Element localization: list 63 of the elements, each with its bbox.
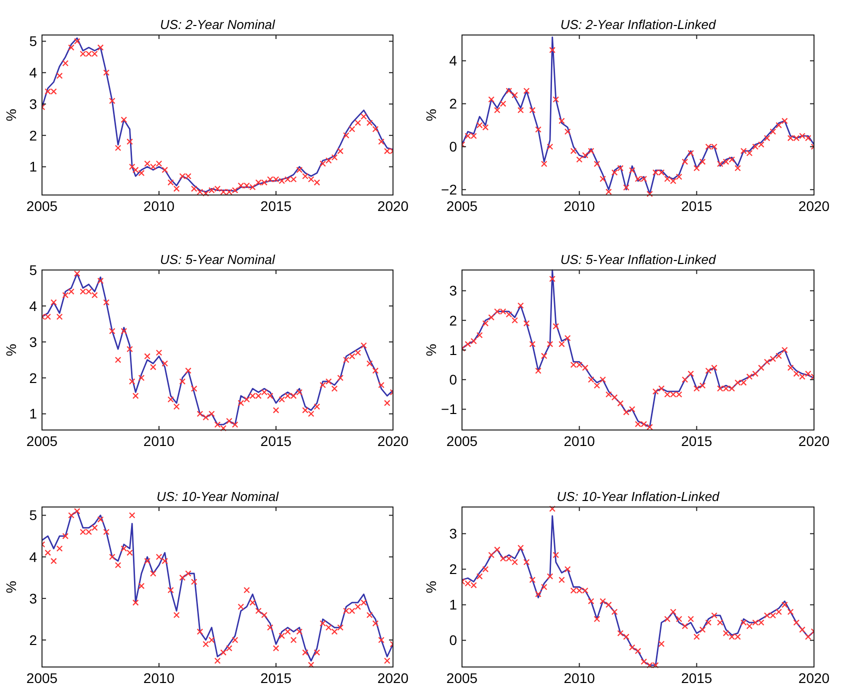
y-axis-title: % — [423, 580, 439, 594]
x-tick-label: 2010 — [564, 198, 596, 214]
chart-title: US: 2-Year Inflation-Linked — [560, 17, 716, 32]
chart-title: US: 10-Year Inflation-Linked — [556, 489, 720, 504]
x-tick-label: 2020 — [377, 433, 409, 449]
y-tick-label: 0 — [449, 138, 458, 155]
y-tick-label: 3 — [449, 282, 458, 299]
y-tick-label: 5 — [29, 507, 38, 524]
x-tick-label: 2010 — [564, 433, 596, 449]
x-tick-label: 2015 — [681, 198, 712, 214]
x-tick-label: 2005 — [446, 433, 478, 449]
y-tick-label: 0 — [449, 372, 458, 388]
x-tick-label: 2010 — [564, 670, 596, 686]
y-tick-label: −2 — [441, 182, 458, 198]
y-tick-label: 4 — [29, 64, 38, 81]
y-axis-title: % — [423, 108, 439, 122]
x-tick-label: 2015 — [681, 433, 712, 449]
x-tick-label: 2020 — [798, 433, 830, 449]
y-tick-label: 5 — [29, 33, 38, 50]
x-tick-label: 2020 — [798, 198, 830, 214]
y-tick-label: 3 — [29, 96, 38, 112]
x-tick-label: 2015 — [681, 670, 712, 686]
x-tick-label: 2005 — [26, 433, 58, 449]
x-tick-label: 2010 — [143, 433, 175, 449]
x-tick-label: 2005 — [446, 670, 478, 686]
y-axis-title: % — [423, 344, 439, 356]
y-tick-label: 2 — [449, 312, 458, 328]
y-tick-label: 1 — [29, 406, 38, 422]
chart-title: US: 10-Year Nominal — [156, 489, 280, 504]
y-tick-label: 2 — [29, 632, 38, 648]
x-tick-label: 2010 — [143, 198, 175, 214]
x-tick-label: 2015 — [260, 198, 292, 214]
y-tick-label: 3 — [29, 334, 38, 350]
chart-title: US: 5-Year Inflation-Linked — [560, 252, 716, 267]
y-tick-label: 4 — [29, 298, 38, 314]
x-tick-label: 2015 — [260, 670, 292, 686]
y-tick-label: 1 — [449, 596, 458, 613]
x-tick-label: 2005 — [446, 198, 478, 214]
y-tick-label: 2 — [29, 370, 38, 386]
y-axis-title: % — [3, 344, 19, 356]
y-tick-label: 2 — [29, 127, 38, 144]
x-tick-label: 2020 — [377, 198, 409, 214]
y-tick-label: 1 — [29, 158, 38, 175]
y-tick-label: 3 — [29, 590, 38, 606]
y-tick-label: −1 — [441, 401, 458, 418]
y-tick-label: 3 — [449, 526, 458, 542]
x-tick-label: 2005 — [26, 198, 58, 214]
x-tick-label: 2020 — [798, 670, 830, 686]
y-axis-title: % — [3, 108, 19, 122]
y-tick-label: 4 — [29, 548, 38, 565]
chart-title: US: 2-Year Nominal — [160, 17, 276, 32]
y-tick-label: 0 — [449, 632, 458, 648]
y-tick-label: 2 — [449, 96, 458, 112]
x-tick-label: 2010 — [143, 670, 175, 686]
y-tick-label: 2 — [449, 561, 458, 578]
y-tick-label: 5 — [29, 262, 38, 278]
y-axis-title: % — [3, 580, 19, 594]
x-tick-label: 2020 — [377, 670, 409, 686]
y-tick-label: 1 — [449, 342, 458, 358]
y-tick-label: 4 — [449, 52, 458, 69]
x-tick-label: 2005 — [26, 670, 58, 686]
x-tick-label: 2015 — [260, 433, 292, 449]
chart-title: US: 5-Year Nominal — [160, 252, 276, 267]
